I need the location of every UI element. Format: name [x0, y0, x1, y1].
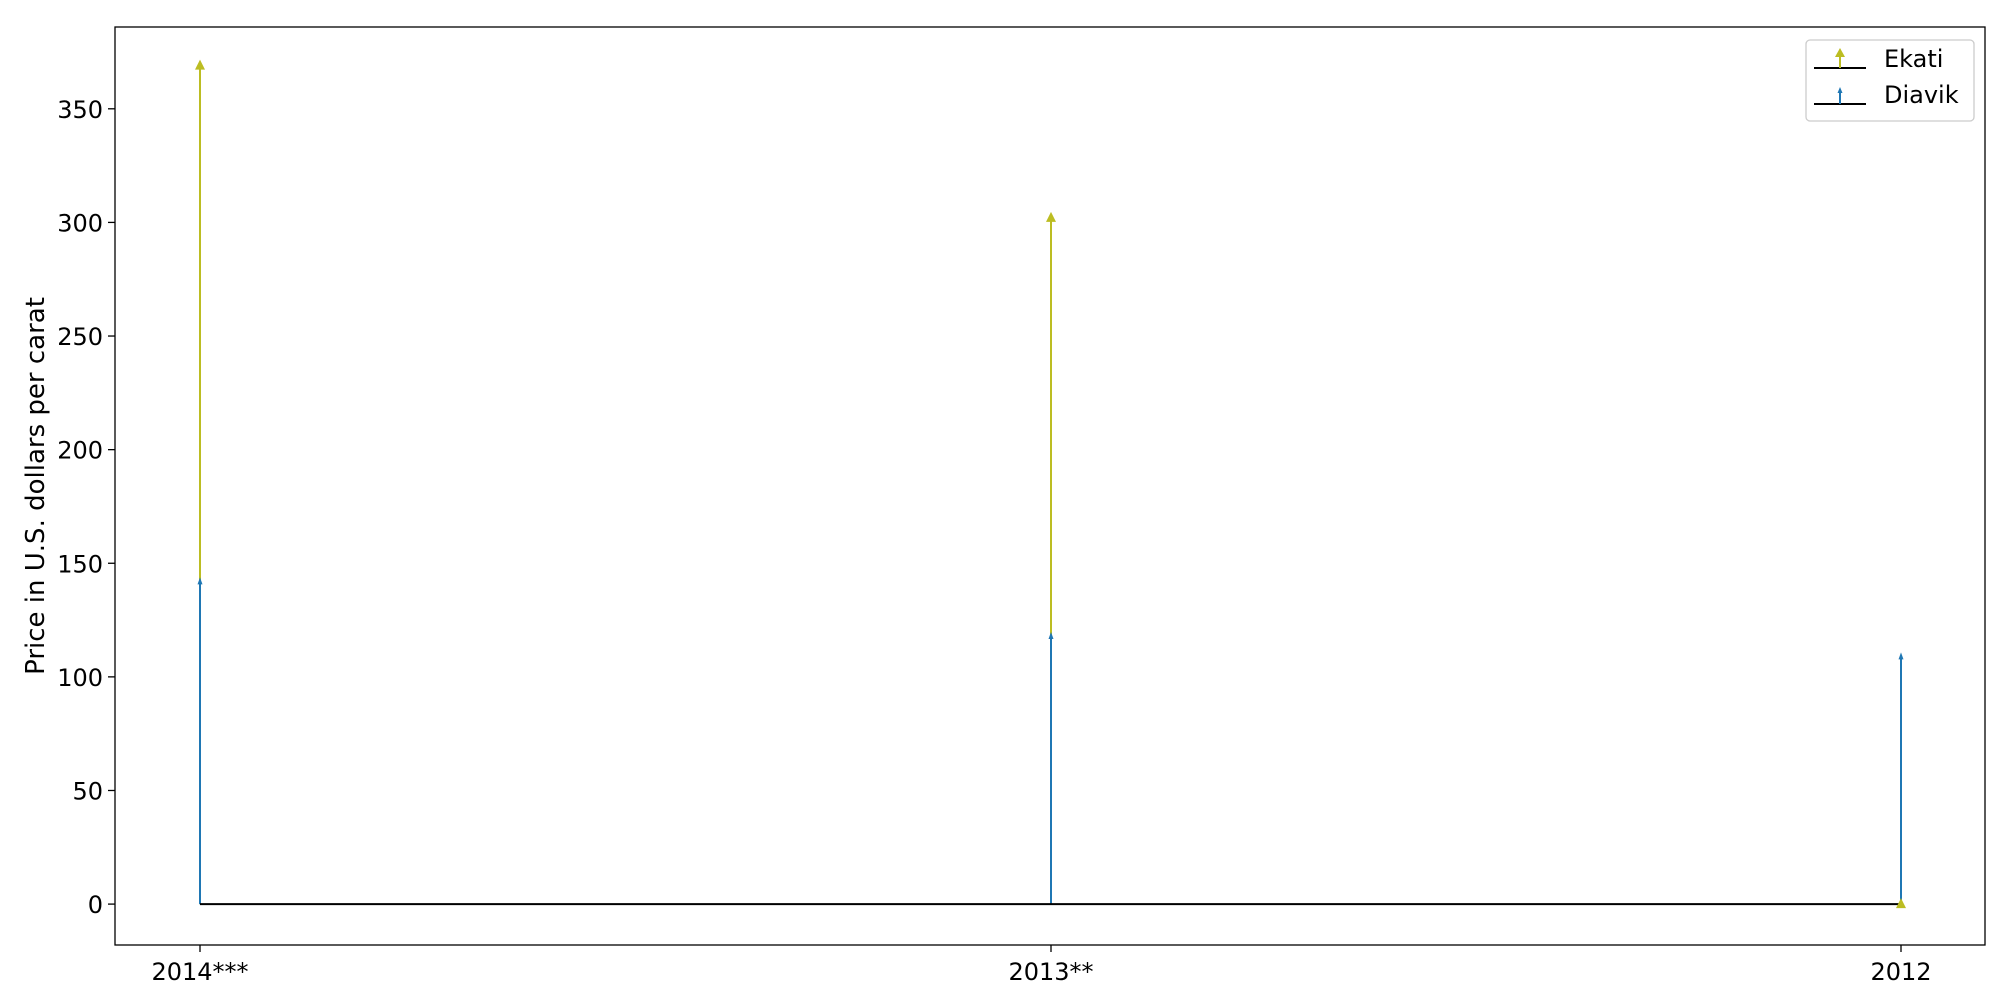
legend-marker-swatch	[1837, 87, 1843, 93]
y-tick-label: 300	[57, 209, 103, 237]
marker-ekati-0	[195, 59, 205, 70]
y-tick-label: 150	[57, 550, 103, 578]
y-tick-label: 200	[57, 437, 103, 465]
marker-diavik-2	[1898, 652, 1904, 660]
x-axis: 2014*** 2013** 2012	[151, 945, 1932, 986]
y-axis: 0 50 100 150 200 250 300 350	[57, 96, 115, 919]
legend-frame	[1805, 39, 1975, 122]
y-tick-label: 50	[72, 777, 103, 805]
marker-ekati-2	[1896, 898, 1906, 909]
y-tick-label: 100	[57, 664, 103, 692]
legend-item-diavik: Diavik	[1814, 81, 1959, 109]
legend-label: Ekati	[1884, 45, 1943, 73]
legend-label: Diavik	[1884, 81, 1959, 109]
legend-marker-swatch	[1835, 48, 1845, 57]
marker-diavik-1	[1048, 631, 1054, 639]
y-tick-label: 0	[88, 891, 103, 919]
x-tick-label: 2014***	[151, 958, 248, 986]
stem-series	[199, 65, 1902, 905]
y-axis-label: Price in U.S. dollars per carat	[21, 297, 51, 675]
legend-item-ekati: Ekati	[1814, 45, 1943, 73]
x-tick-label: 2013**	[1008, 958, 1093, 986]
x-tick-label: 2012	[1870, 958, 1931, 986]
legend: Ekati Diavik	[1805, 39, 1975, 122]
y-tick-label: 250	[57, 323, 103, 351]
stem-markers	[195, 59, 1906, 909]
marker-diavik-0	[197, 577, 203, 585]
marker-ekati-1	[1046, 211, 1056, 222]
y-tick-label: 350	[57, 96, 103, 124]
